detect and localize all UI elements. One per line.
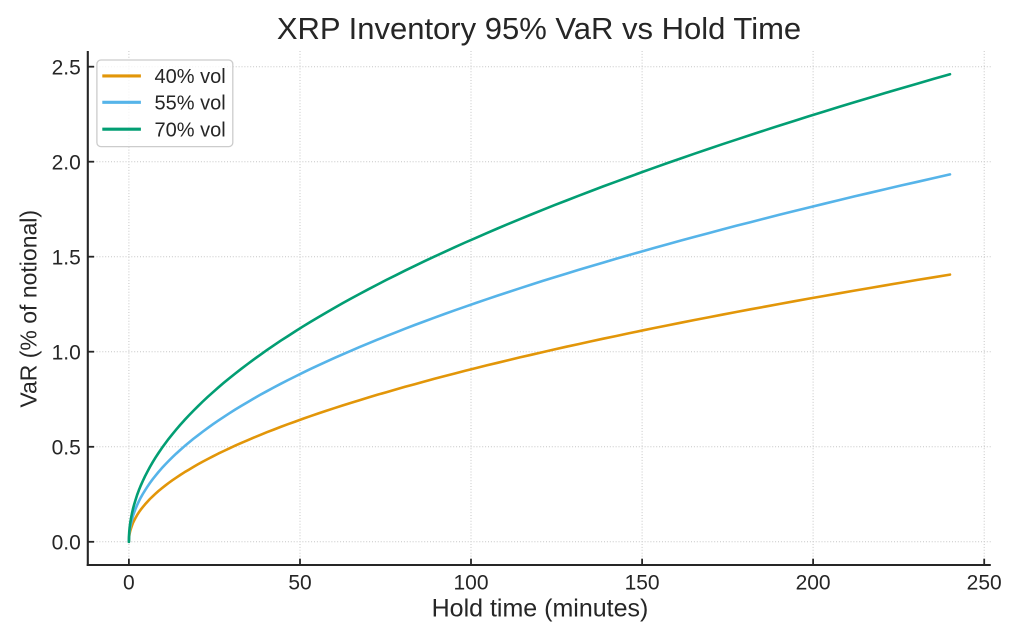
svg-text:0: 0: [123, 572, 135, 595]
svg-text:50: 50: [288, 572, 311, 595]
svg-text:150: 150: [625, 572, 660, 595]
svg-text:70% vol: 70% vol: [155, 120, 226, 142]
svg-text:100: 100: [453, 572, 488, 595]
svg-text:XRP Inventory 95% VaR vs Hold: XRP Inventory 95% VaR vs Hold Time: [277, 11, 801, 46]
svg-text:55% vol: 55% vol: [155, 93, 226, 115]
svg-text:40% vol: 40% vol: [155, 66, 226, 88]
svg-text:1.0: 1.0: [52, 341, 81, 364]
svg-text:200: 200: [796, 572, 831, 595]
svg-text:VaR (% of notional): VaR (% of notional): [15, 210, 41, 408]
svg-text:250: 250: [967, 572, 1002, 595]
svg-text:0.0: 0.0: [52, 531, 81, 554]
svg-text:1.5: 1.5: [52, 246, 81, 269]
svg-text:2.0: 2.0: [52, 151, 81, 174]
svg-text:Hold time (minutes): Hold time (minutes): [432, 594, 649, 622]
svg-text:2.5: 2.5: [52, 56, 81, 79]
svg-text:0.5: 0.5: [52, 436, 81, 459]
